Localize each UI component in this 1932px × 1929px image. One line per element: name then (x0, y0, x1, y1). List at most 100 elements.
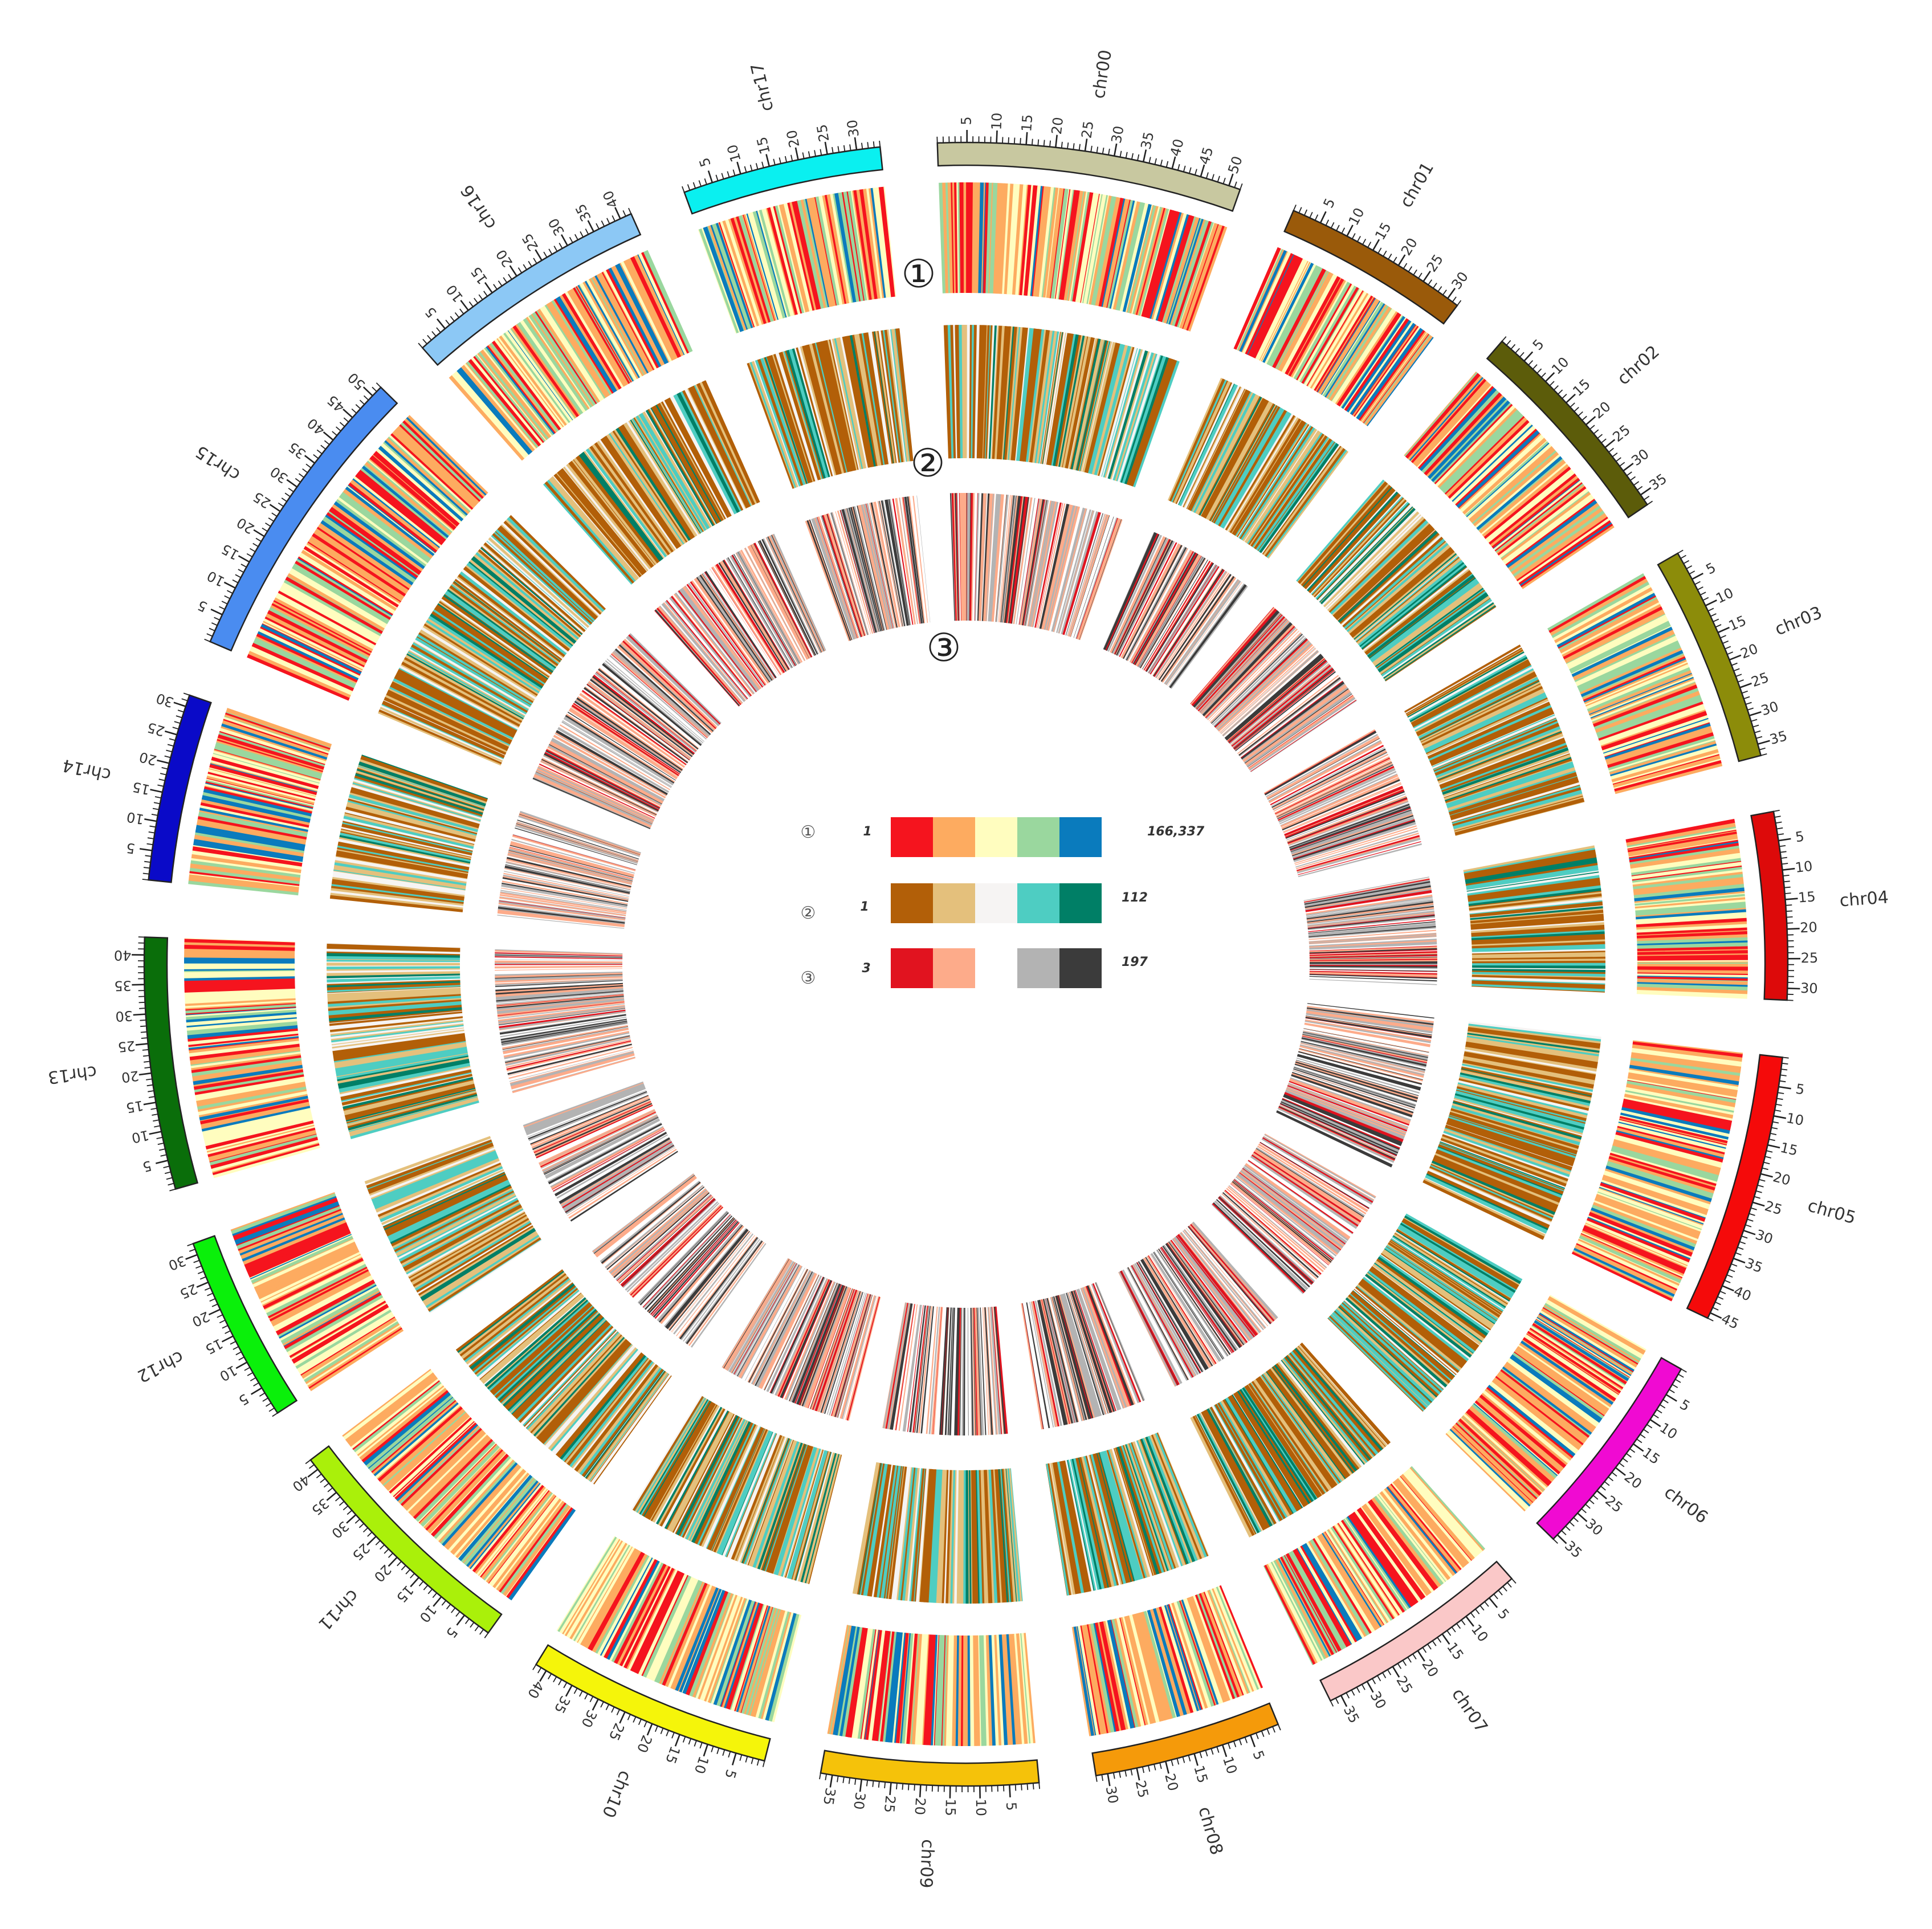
tick-mark (232, 579, 239, 584)
heatmap-bin (1160, 1246, 1234, 1353)
heatmap-bin (1616, 1130, 1724, 1160)
heatmap-bin (1268, 740, 1381, 802)
heatmap-bin (1633, 877, 1744, 892)
heatmap-bin (1244, 1386, 1318, 1499)
heatmap-bin (1404, 372, 1478, 457)
heatmap-bin (1494, 482, 1583, 552)
heatmap-bin (1099, 1622, 1123, 1731)
heatmap-bin (1022, 185, 1034, 296)
heatmap-bin (1192, 1595, 1233, 1700)
heatmap-bin (385, 1176, 507, 1234)
tick-mark (1780, 857, 1788, 859)
heatmap-bin (1389, 1240, 1502, 1314)
heatmap-bin (1142, 209, 1174, 317)
heatmap-bin (1200, 1592, 1243, 1697)
tick-mark (1669, 1389, 1675, 1393)
heatmap-bin (825, 1292, 865, 1415)
heatmap-bin (1351, 1512, 1417, 1605)
heatmap-bin (626, 1202, 719, 1291)
heatmap-bin (1513, 1351, 1605, 1417)
heatmap-bin (741, 1607, 776, 1714)
heatmap-bin (1065, 1293, 1103, 1416)
heatmap-bin (1369, 1269, 1477, 1351)
heatmap-bin (1465, 441, 1549, 517)
heatmap-bin (1252, 437, 1330, 548)
heatmap-bin (1376, 590, 1486, 670)
tick-mark (211, 1303, 218, 1307)
tick-mark (1781, 1069, 1788, 1071)
tick-mark (470, 1622, 475, 1628)
heatmap-bin (745, 1439, 793, 1565)
heatmap-bin (1163, 578, 1238, 684)
tick-mark (1713, 618, 1719, 622)
heatmap-bin (541, 1343, 632, 1444)
heatmap-bin (425, 1449, 502, 1530)
tick-label: 30 (1448, 269, 1472, 292)
heatmap-bin (1136, 1262, 1201, 1373)
heatmap-bin (1291, 1072, 1413, 1115)
tick-mark (278, 502, 284, 507)
heatmap-bin (1309, 929, 1436, 940)
heatmap-bin (1229, 1396, 1299, 1511)
heatmap-bin (979, 1470, 985, 1604)
heatmap-bin (1611, 1148, 1718, 1182)
heatmap-bin (956, 493, 960, 621)
heatmap-bin (1446, 762, 1574, 807)
heatmap-bin (1254, 1151, 1362, 1221)
heatmap-bin (247, 1227, 350, 1275)
heatmap-bin (376, 1160, 500, 1213)
heatmap-bin (734, 1263, 798, 1376)
heatmap-bin (1046, 187, 1063, 299)
heatmap-bin (1369, 577, 1476, 659)
tick-mark (1622, 1458, 1628, 1463)
heatmap-bin (544, 1118, 659, 1177)
heatmap-bin (1417, 676, 1538, 737)
heatmap-bin (587, 1551, 643, 1650)
heatmap-bin (1461, 1067, 1592, 1096)
heatmap-bin (1045, 505, 1077, 630)
tick-mark (728, 1751, 731, 1758)
heatmap-bin (496, 1307, 596, 1400)
heatmap-bin (1157, 1432, 1209, 1556)
heatmap-bin (478, 1488, 548, 1576)
tick-mark (418, 342, 423, 348)
heatmap-bin (642, 1213, 731, 1307)
heatmap-bin (979, 1307, 985, 1435)
heatmap-bin (1001, 326, 1013, 460)
heatmap-bin (700, 1424, 758, 1547)
track-1-chr09 (827, 1625, 1036, 1747)
heatmap-bin (1301, 1038, 1426, 1068)
heatmap-bin (1076, 1457, 1108, 1588)
heatmap-bin (1430, 1165, 1554, 1220)
heatmap-bin (1591, 1204, 1696, 1248)
heatmap-bin (1233, 1393, 1306, 1508)
heatmap-bin (1534, 1320, 1629, 1382)
heatmap-bin (1122, 356, 1165, 484)
heatmap-bin (1221, 649, 1318, 736)
heatmap-bin (1282, 1357, 1368, 1463)
heatmap-bin (1176, 1235, 1256, 1337)
heatmap-bin (1074, 516, 1116, 639)
heatmap-bin (1238, 249, 1285, 352)
tick-mark (1589, 425, 1595, 430)
heatmap-bin (1055, 335, 1082, 467)
heatmap-bin (240, 1214, 344, 1259)
heatmap-bin (1171, 585, 1248, 689)
heatmap-bin (1284, 785, 1403, 835)
heatmap-bin (1344, 318, 1408, 411)
heatmap-bin (623, 1567, 675, 1669)
heatmap-bin (764, 1444, 808, 1572)
tick-mark (1437, 286, 1442, 292)
track-2-chr07 (1190, 1342, 1391, 1538)
heatmap-bin (1452, 425, 1534, 503)
heatmap-bin (1505, 497, 1595, 565)
heatmap-bin (1625, 820, 1735, 843)
tick-mark (1780, 851, 1787, 853)
heatmap-bin (1171, 1602, 1208, 1709)
heatmap-bin (1396, 1229, 1511, 1301)
heatmap-bin (1179, 384, 1237, 506)
tick-mark (1256, 1732, 1259, 1739)
heatmap-bin (559, 1137, 670, 1204)
heatmap-bin (1114, 1447, 1155, 1576)
tick-mark (147, 837, 154, 839)
